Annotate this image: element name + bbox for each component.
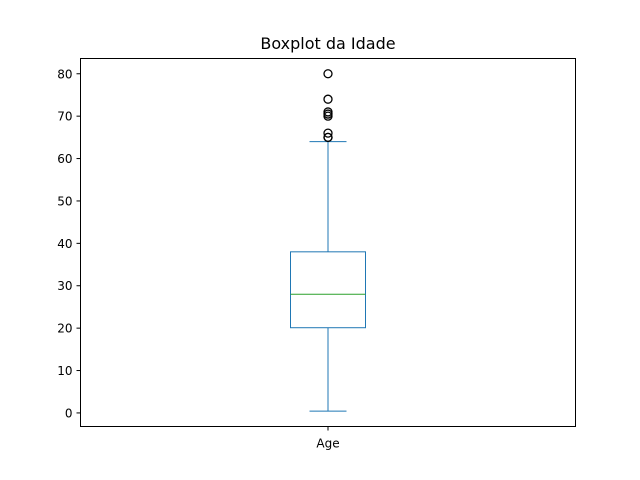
y-axis: 0 10 20 30 40 50 60 70 80 (57, 67, 81, 420)
y-tick-label: 20 (57, 322, 72, 336)
outlier-point (323, 94, 333, 104)
outlier-point (323, 132, 333, 143)
y-tick-label: 40 (57, 237, 72, 251)
y-tick-label: 0 (65, 406, 73, 420)
chart-title: Boxplot da Idade (260, 34, 395, 53)
outlier-point (323, 128, 333, 138)
outlier-point (323, 107, 333, 117)
y-tick-label: 30 (57, 279, 72, 293)
y-tick-label: 10 (57, 364, 72, 378)
y-tick-label: 70 (57, 110, 72, 124)
y-tick-label: 60 (57, 152, 72, 166)
x-tick-label: Age (316, 437, 339, 451)
outlier-point (323, 69, 333, 79)
plot-area (290, 69, 366, 412)
y-tick-label: 50 (57, 194, 72, 208)
axes-frame (80, 58, 576, 427)
x-axis: Age (316, 426, 340, 451)
y-tick-label: 80 (57, 67, 72, 81)
iqr-box (290, 251, 366, 329)
